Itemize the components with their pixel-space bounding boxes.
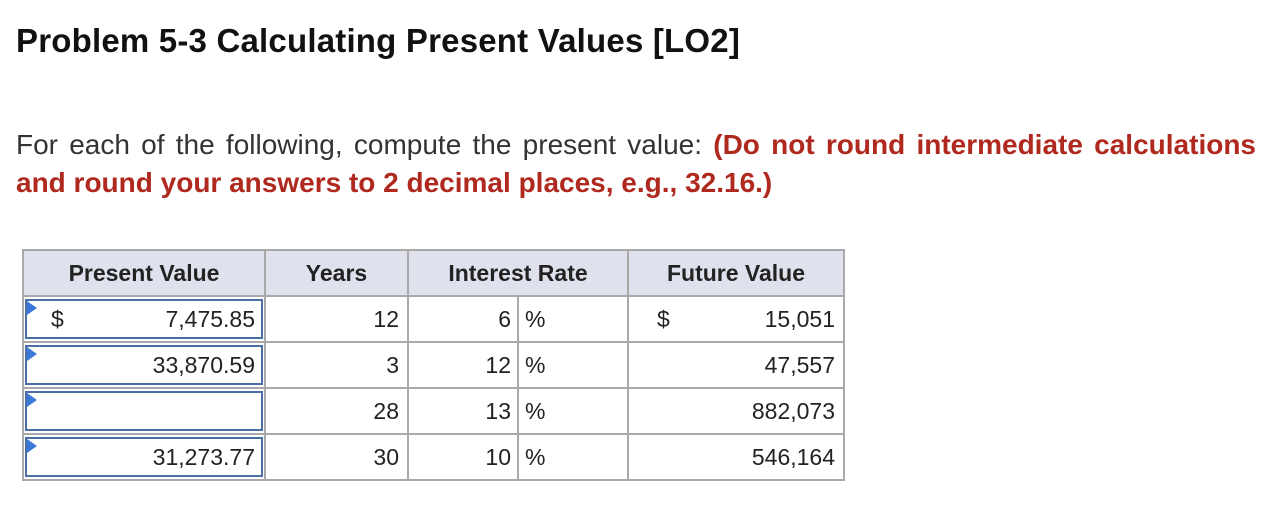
present-value-input[interactable]: 31,273.77 [25, 437, 263, 477]
answer-flag-icon [27, 301, 37, 315]
rate-cell: 6 [407, 295, 519, 343]
rate-cell: 13 [407, 387, 519, 435]
percent-sign: % [517, 341, 629, 389]
table-row: $ 7,475.85 12 6 % $ 15,051 [22, 295, 845, 343]
fv-amount: 546,164 [751, 443, 835, 470]
present-value-cell [22, 387, 266, 435]
table-header-row: Present Value Years Interest Rate Future… [22, 249, 845, 297]
rate-cell: 10 [407, 433, 519, 481]
present-value-table: Present Value Years Interest Rate Future… [22, 249, 845, 481]
present-value-input[interactable] [25, 391, 263, 431]
fv-amount: 882,073 [751, 397, 835, 424]
answer-flag-icon [27, 439, 37, 453]
fv-amount: 15,051 [764, 305, 835, 332]
percent-sign: % [517, 295, 629, 343]
header-interest-rate: Interest Rate [407, 249, 629, 297]
fv-amount: 47,557 [764, 351, 835, 378]
pv-amount: 33,870.59 [152, 351, 255, 378]
years-cell: 28 [264, 387, 409, 435]
future-value-cell: 546,164 [627, 433, 845, 481]
header-present-value: Present Value [22, 249, 266, 297]
fv-currency: $ [657, 305, 670, 332]
problem-title: Problem 5-3 Calculating Present Values [… [16, 22, 741, 59]
present-value-cell: $ 7,475.85 [22, 295, 266, 343]
present-value-cell: 31,273.77 [22, 433, 266, 481]
instructions-text: For each of the following, compute the p… [16, 129, 714, 160]
header-future-value: Future Value [627, 249, 845, 297]
pv-amount: 7,475.85 [165, 305, 255, 332]
present-value-input[interactable]: 33,870.59 [25, 345, 263, 385]
future-value-cell: 882,073 [627, 387, 845, 435]
answer-flag-icon [27, 347, 37, 361]
percent-sign: % [517, 387, 629, 435]
present-value-input[interactable]: $ 7,475.85 [25, 299, 263, 339]
table-row: 31,273.77 30 10 % 546,164 [22, 433, 845, 481]
pv-amount: 31,273.77 [152, 443, 255, 470]
years-cell: 30 [264, 433, 409, 481]
percent-sign: % [517, 433, 629, 481]
years-cell: 12 [264, 295, 409, 343]
pv-currency: $ [51, 305, 64, 332]
rate-cell: 12 [407, 341, 519, 389]
header-years: Years [264, 249, 409, 297]
table-row: 33,870.59 3 12 % 47,557 [22, 341, 845, 389]
present-value-cell: 33,870.59 [22, 341, 266, 389]
answer-flag-icon [27, 393, 37, 407]
future-value-cell: $ 15,051 [627, 295, 845, 343]
instructions: For each of the following, compute the p… [16, 126, 1256, 202]
table-row: 28 13 % 882,073 [22, 387, 845, 435]
instructions-emphasis: (Do not round intermediate calculations … [16, 129, 1256, 198]
future-value-cell: 47,557 [627, 341, 845, 389]
years-cell: 3 [264, 341, 409, 389]
